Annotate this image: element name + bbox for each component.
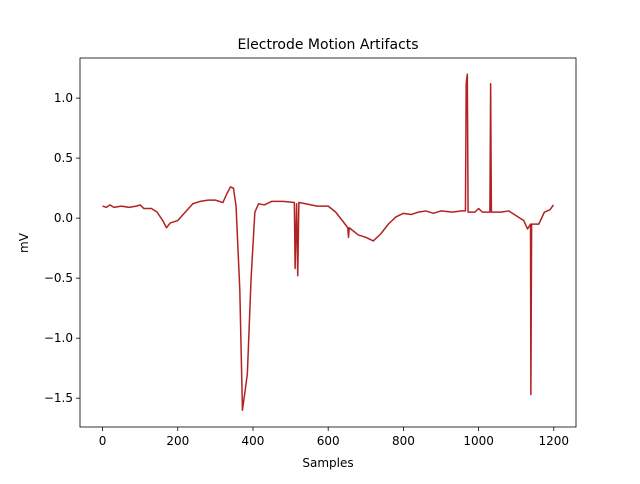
plot-frame [79, 57, 577, 428]
x-tick-label: 0 [99, 434, 107, 448]
y-tick-label: 1.0 [54, 91, 73, 105]
x-tick-label: 800 [392, 434, 415, 448]
x-tick-label: 1000 [463, 434, 494, 448]
x-tick-label: 200 [166, 434, 189, 448]
y-axis-label: mV [17, 232, 31, 253]
y-tick-label: 0.0 [54, 211, 73, 225]
y-tick-label: −1.0 [44, 331, 73, 345]
y-tick-label: 0.5 [54, 151, 73, 165]
y-tick-label: −1.5 [44, 391, 73, 405]
x-tick-label: 1200 [539, 434, 570, 448]
chart-title: Electrode Motion Artifacts [237, 37, 418, 53]
data-line [102, 73, 555, 411]
y-tick-label: −0.5 [44, 271, 73, 285]
x-tick-label: 400 [242, 434, 265, 448]
x-axis-label: Samples [302, 456, 353, 470]
x-tick-label: 600 [317, 434, 340, 448]
